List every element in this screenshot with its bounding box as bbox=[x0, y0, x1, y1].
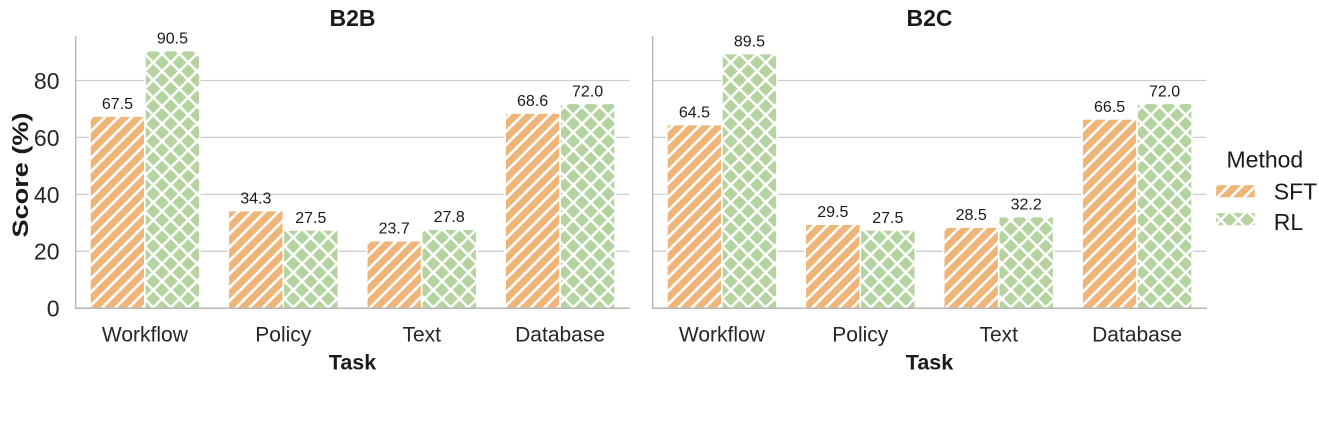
svg-text:Database: Database bbox=[515, 324, 605, 347]
svg-text:27.5: 27.5 bbox=[872, 210, 903, 227]
svg-text:Text: Text bbox=[402, 324, 441, 347]
svg-text:0: 0 bbox=[47, 296, 60, 322]
svg-text:64.5: 64.5 bbox=[679, 105, 710, 122]
svg-text:27.5: 27.5 bbox=[295, 210, 326, 227]
svg-text:Workflow: Workflow bbox=[102, 324, 189, 347]
svg-text:72.0: 72.0 bbox=[1149, 83, 1180, 100]
svg-text:B2B: B2B bbox=[329, 5, 375, 31]
svg-text:B2C: B2C bbox=[906, 5, 952, 31]
svg-text:32.2: 32.2 bbox=[1011, 197, 1042, 214]
svg-text:Task: Task bbox=[329, 351, 376, 375]
svg-text:89.5: 89.5 bbox=[734, 34, 765, 51]
svg-text:Policy: Policy bbox=[832, 324, 889, 347]
svg-text:67.5: 67.5 bbox=[102, 96, 133, 113]
svg-text:72.0: 72.0 bbox=[572, 83, 603, 100]
svg-text:20: 20 bbox=[34, 239, 60, 265]
svg-text:90.5: 90.5 bbox=[157, 31, 188, 48]
svg-text:34.3: 34.3 bbox=[240, 191, 271, 208]
svg-text:28.5: 28.5 bbox=[956, 207, 987, 224]
svg-text:40: 40 bbox=[34, 182, 60, 208]
svg-text:68.6: 68.6 bbox=[517, 93, 548, 110]
svg-text:Task: Task bbox=[906, 351, 953, 375]
svg-text:29.5: 29.5 bbox=[817, 204, 848, 221]
svg-text:27.8: 27.8 bbox=[434, 209, 465, 226]
svg-text:60: 60 bbox=[34, 125, 60, 151]
svg-text:23.7: 23.7 bbox=[379, 221, 410, 238]
svg-text:SFT: SFT bbox=[1274, 179, 1317, 205]
svg-text:66.5: 66.5 bbox=[1094, 99, 1125, 116]
svg-text:80: 80 bbox=[34, 68, 60, 94]
svg-text:Policy: Policy bbox=[255, 324, 312, 347]
svg-text:Database: Database bbox=[1092, 324, 1182, 347]
svg-text:Score (%): Score (%) bbox=[8, 112, 33, 237]
svg-text:Text: Text bbox=[979, 324, 1018, 347]
svg-text:Workflow: Workflow bbox=[679, 324, 766, 347]
svg-text:RL: RL bbox=[1274, 209, 1304, 235]
svg-text:Method: Method bbox=[1227, 147, 1304, 173]
